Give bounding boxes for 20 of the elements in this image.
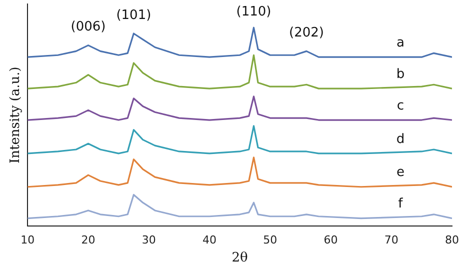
series-label: a	[396, 35, 404, 50]
series-label: e	[396, 165, 404, 180]
annotation: (006)	[70, 20, 106, 35]
x-tick-label: 20	[81, 234, 96, 247]
x-tick-label: 60	[324, 234, 338, 247]
text: (101)	[116, 8, 152, 23]
text: (110)	[236, 4, 272, 20]
series-label: f	[398, 196, 404, 212]
series-label: b	[396, 66, 405, 82]
series-label: c	[396, 98, 404, 114]
x-tick-label: 10	[20, 234, 35, 247]
x-tick-label: 50	[263, 234, 278, 247]
x-tick-label: 30	[142, 234, 156, 247]
x-tick-label: 70	[384, 234, 398, 247]
y-axis-title: Intensity (a.u.)	[8, 66, 24, 164]
x-tick-label: 80	[445, 234, 459, 247]
annotation: (202)	[289, 26, 324, 41]
series-label: d	[396, 132, 405, 147]
x-axis-title: 2θ	[232, 250, 248, 266]
x-tick-label: 40	[202, 234, 216, 247]
